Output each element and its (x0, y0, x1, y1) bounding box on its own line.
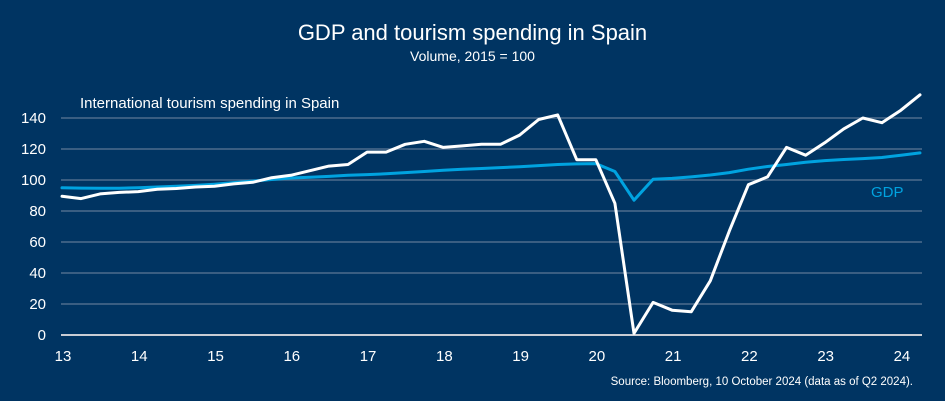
chart-title: GDP and tourism spending in Spain (297, 20, 648, 45)
x-tick-label: 14 (131, 348, 148, 365)
source-note: Source: Bloomberg, 10 October 2024 (data… (610, 376, 913, 388)
x-tick-label: 21 (665, 348, 682, 365)
x-tick-label: 18 (436, 348, 453, 365)
y-tick-label: 20 (29, 296, 46, 313)
gdp-line (60, 151, 922, 202)
y-tick-label: 60 (29, 234, 46, 251)
y-tick-label: 40 (29, 265, 46, 282)
x-tick-label: 22 (741, 348, 758, 365)
x-tick-label: 15 (207, 348, 224, 365)
x-tick-label: 23 (817, 348, 834, 365)
x-tick-label: 13 (55, 348, 72, 365)
chart-subtitle: Volume, 2015 = 100 (410, 48, 535, 64)
x-tick-label: 19 (512, 348, 529, 365)
x-tick-label: 20 (589, 348, 606, 365)
tourism-spending-line (60, 93, 922, 335)
y-tick-label: 0 (38, 327, 46, 344)
series-label-gdp: GDP (871, 184, 904, 201)
y-tick-label: 140 (21, 110, 46, 127)
series-label-tourism: International tourism spending in Spain (80, 95, 339, 112)
y-tick-label: 80 (29, 203, 46, 220)
x-tick-label: 24 (894, 348, 911, 365)
y-tick-label: 100 (21, 172, 46, 189)
y-tick-label: 120 (21, 141, 46, 158)
x-tick-label: 16 (283, 348, 300, 365)
x-tick-label: 17 (360, 348, 377, 365)
